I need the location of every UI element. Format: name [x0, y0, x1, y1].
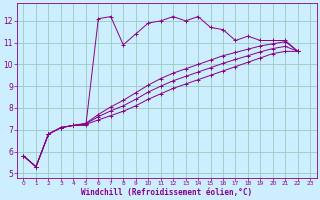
X-axis label: Windchill (Refroidissement éolien,°C): Windchill (Refroidissement éolien,°C)	[81, 188, 252, 197]
